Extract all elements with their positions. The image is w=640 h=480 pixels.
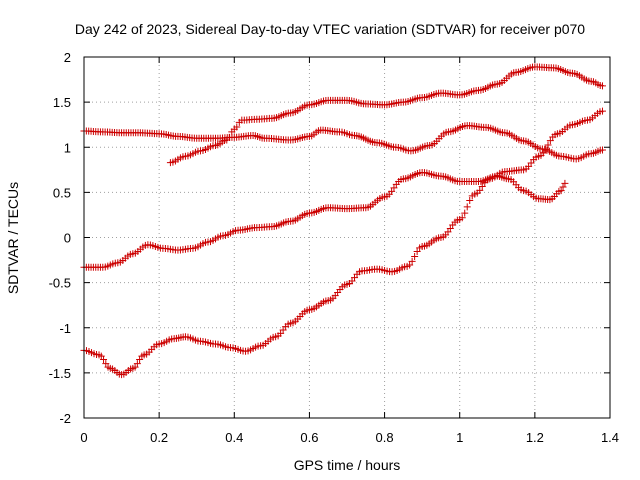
data-point — [598, 107, 606, 115]
data-point — [406, 261, 414, 269]
y-tick-label: 1.5 — [53, 95, 71, 110]
data-point — [476, 186, 484, 194]
ticks-layer: 0 0.2 0.4 0.6 0.8 1 1.2 1.4 2 1.5 1 0.5 0 -0.5 -1 -1.5 -… — [49, 50, 619, 445]
x-tick-label: 0.8 — [376, 430, 394, 445]
y-tick-label: 1 — [64, 140, 71, 155]
x-tick-label: 0.2 — [150, 430, 168, 445]
data-point — [539, 149, 547, 157]
data-point — [478, 183, 486, 191]
data-point — [458, 214, 466, 222]
y-tick-label: -1.5 — [49, 366, 71, 381]
chart-title: Day 242 of 2023, Sidereal Day-to-day VTE… — [75, 21, 585, 37]
series-track-2 — [166, 63, 606, 167]
x-tick-label: 1 — [456, 430, 463, 445]
grid-layer — [84, 57, 610, 418]
data-point — [542, 145, 550, 153]
y-tick-label: 0.5 — [53, 185, 71, 200]
y-tick-label: -0.5 — [49, 276, 71, 291]
data-point — [557, 187, 565, 195]
data-point — [461, 209, 469, 217]
data-point — [463, 203, 471, 211]
y-tick-label: 2 — [64, 50, 71, 65]
y-tick-label: -2 — [59, 411, 71, 426]
data-point — [233, 123, 241, 131]
x-tick-label: 1.4 — [601, 430, 619, 445]
series-track-3 — [80, 169, 569, 271]
x-axis-label: GPS time / hours — [294, 457, 401, 473]
data-point — [544, 141, 552, 149]
data-point — [598, 82, 606, 90]
data-point — [466, 196, 474, 204]
x-tick-label: 0.6 — [300, 430, 318, 445]
data-point — [411, 252, 419, 260]
y-tick-label: 0 — [64, 231, 71, 246]
data-point — [561, 179, 569, 187]
data-point — [413, 247, 421, 255]
y-tick-label: -1 — [59, 321, 71, 336]
data-point — [100, 356, 108, 364]
x-tick-label: 0.4 — [225, 430, 243, 445]
x-tick-label: 0 — [80, 430, 87, 445]
y-axis-label: SDTVAR / TECUs — [5, 182, 21, 294]
data-point — [546, 137, 554, 145]
data-point — [133, 360, 141, 368]
data-point — [598, 146, 606, 154]
x-tick-label: 1.2 — [526, 430, 544, 445]
data-point — [408, 257, 416, 265]
data-point — [225, 133, 233, 141]
series-track-1 — [80, 122, 606, 163]
data-point — [559, 183, 567, 191]
